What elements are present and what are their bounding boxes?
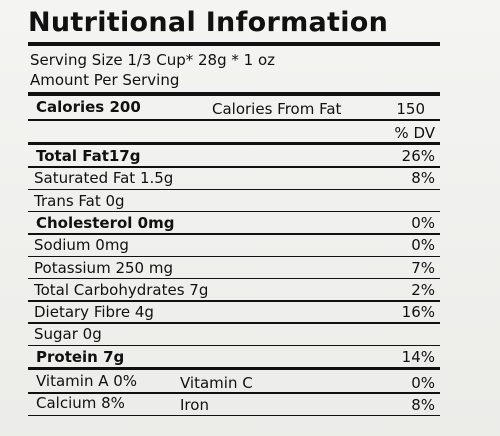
vitamin-left: Vitamin A 0%: [36, 372, 138, 390]
dv-header: % DV: [394, 124, 435, 142]
nutrient-dv: 14%: [401, 347, 435, 366]
nutrient-label: Protein 7g: [36, 347, 125, 366]
nutrient-label: Cholesterol 0mg: [36, 213, 175, 232]
rule: [28, 119, 440, 121]
vitamin-dv: 0%: [411, 374, 435, 392]
rule: [28, 188, 440, 191]
nutrient-label: Potassium 250 mg: [34, 258, 173, 277]
serving-size: Serving Size 1/3 Cup* 28g * 1 oz: [30, 51, 276, 69]
title: Nutritional Information: [28, 7, 389, 38]
rule: [28, 210, 440, 213]
calories-from-fat-label: Calories From Fat: [212, 100, 342, 118]
nutrient-label: Dietary Fibre 4g: [34, 303, 154, 322]
rule: [28, 344, 440, 347]
calories: Calories 200: [36, 98, 141, 116]
nutrient-dv: 0%: [411, 236, 435, 255]
nutrient-label: Total Carbohydrates 7g: [34, 280, 209, 299]
rule: [28, 300, 440, 302]
nutrient-label: Saturated Fat 1.5g: [34, 169, 174, 188]
vitamin-middle: Vitamin C: [180, 374, 253, 392]
rule: [28, 166, 440, 168]
rule: [28, 322, 440, 324]
rule: [28, 233, 440, 235]
nutrient-label: Sugar 0g: [34, 325, 102, 344]
vitamin-dv: 8%: [411, 396, 435, 415]
calories-from-fat-value: 150: [396, 100, 425, 118]
rule: [28, 92, 440, 96]
rule: [28, 414, 440, 417]
rule: [28, 367, 440, 370]
nutrient-label: Trans Fat 0g: [34, 191, 125, 210]
rule: [28, 392, 440, 394]
amount-per-serving: Amount Per Serving: [30, 71, 180, 89]
rule: [28, 42, 440, 46]
nutrient-dv: 8%: [411, 169, 435, 188]
rule: [28, 277, 440, 280]
vitamin-middle: Iron: [180, 396, 209, 415]
nutrient-dv: 2%: [411, 280, 435, 299]
nutrient-label: Sodium 0mg: [34, 236, 129, 255]
vitamin-left: Calcium 8%: [36, 394, 125, 413]
nutrient-dv: 7%: [411, 258, 435, 277]
nutrient-dv: 0%: [411, 213, 435, 232]
rule: [28, 255, 440, 257]
nutrient-dv: 26%: [401, 147, 435, 165]
nutrient-label: Total Fat17g: [36, 147, 141, 165]
nutrient-dv: 16%: [401, 303, 435, 322]
rule: [28, 142, 440, 145]
